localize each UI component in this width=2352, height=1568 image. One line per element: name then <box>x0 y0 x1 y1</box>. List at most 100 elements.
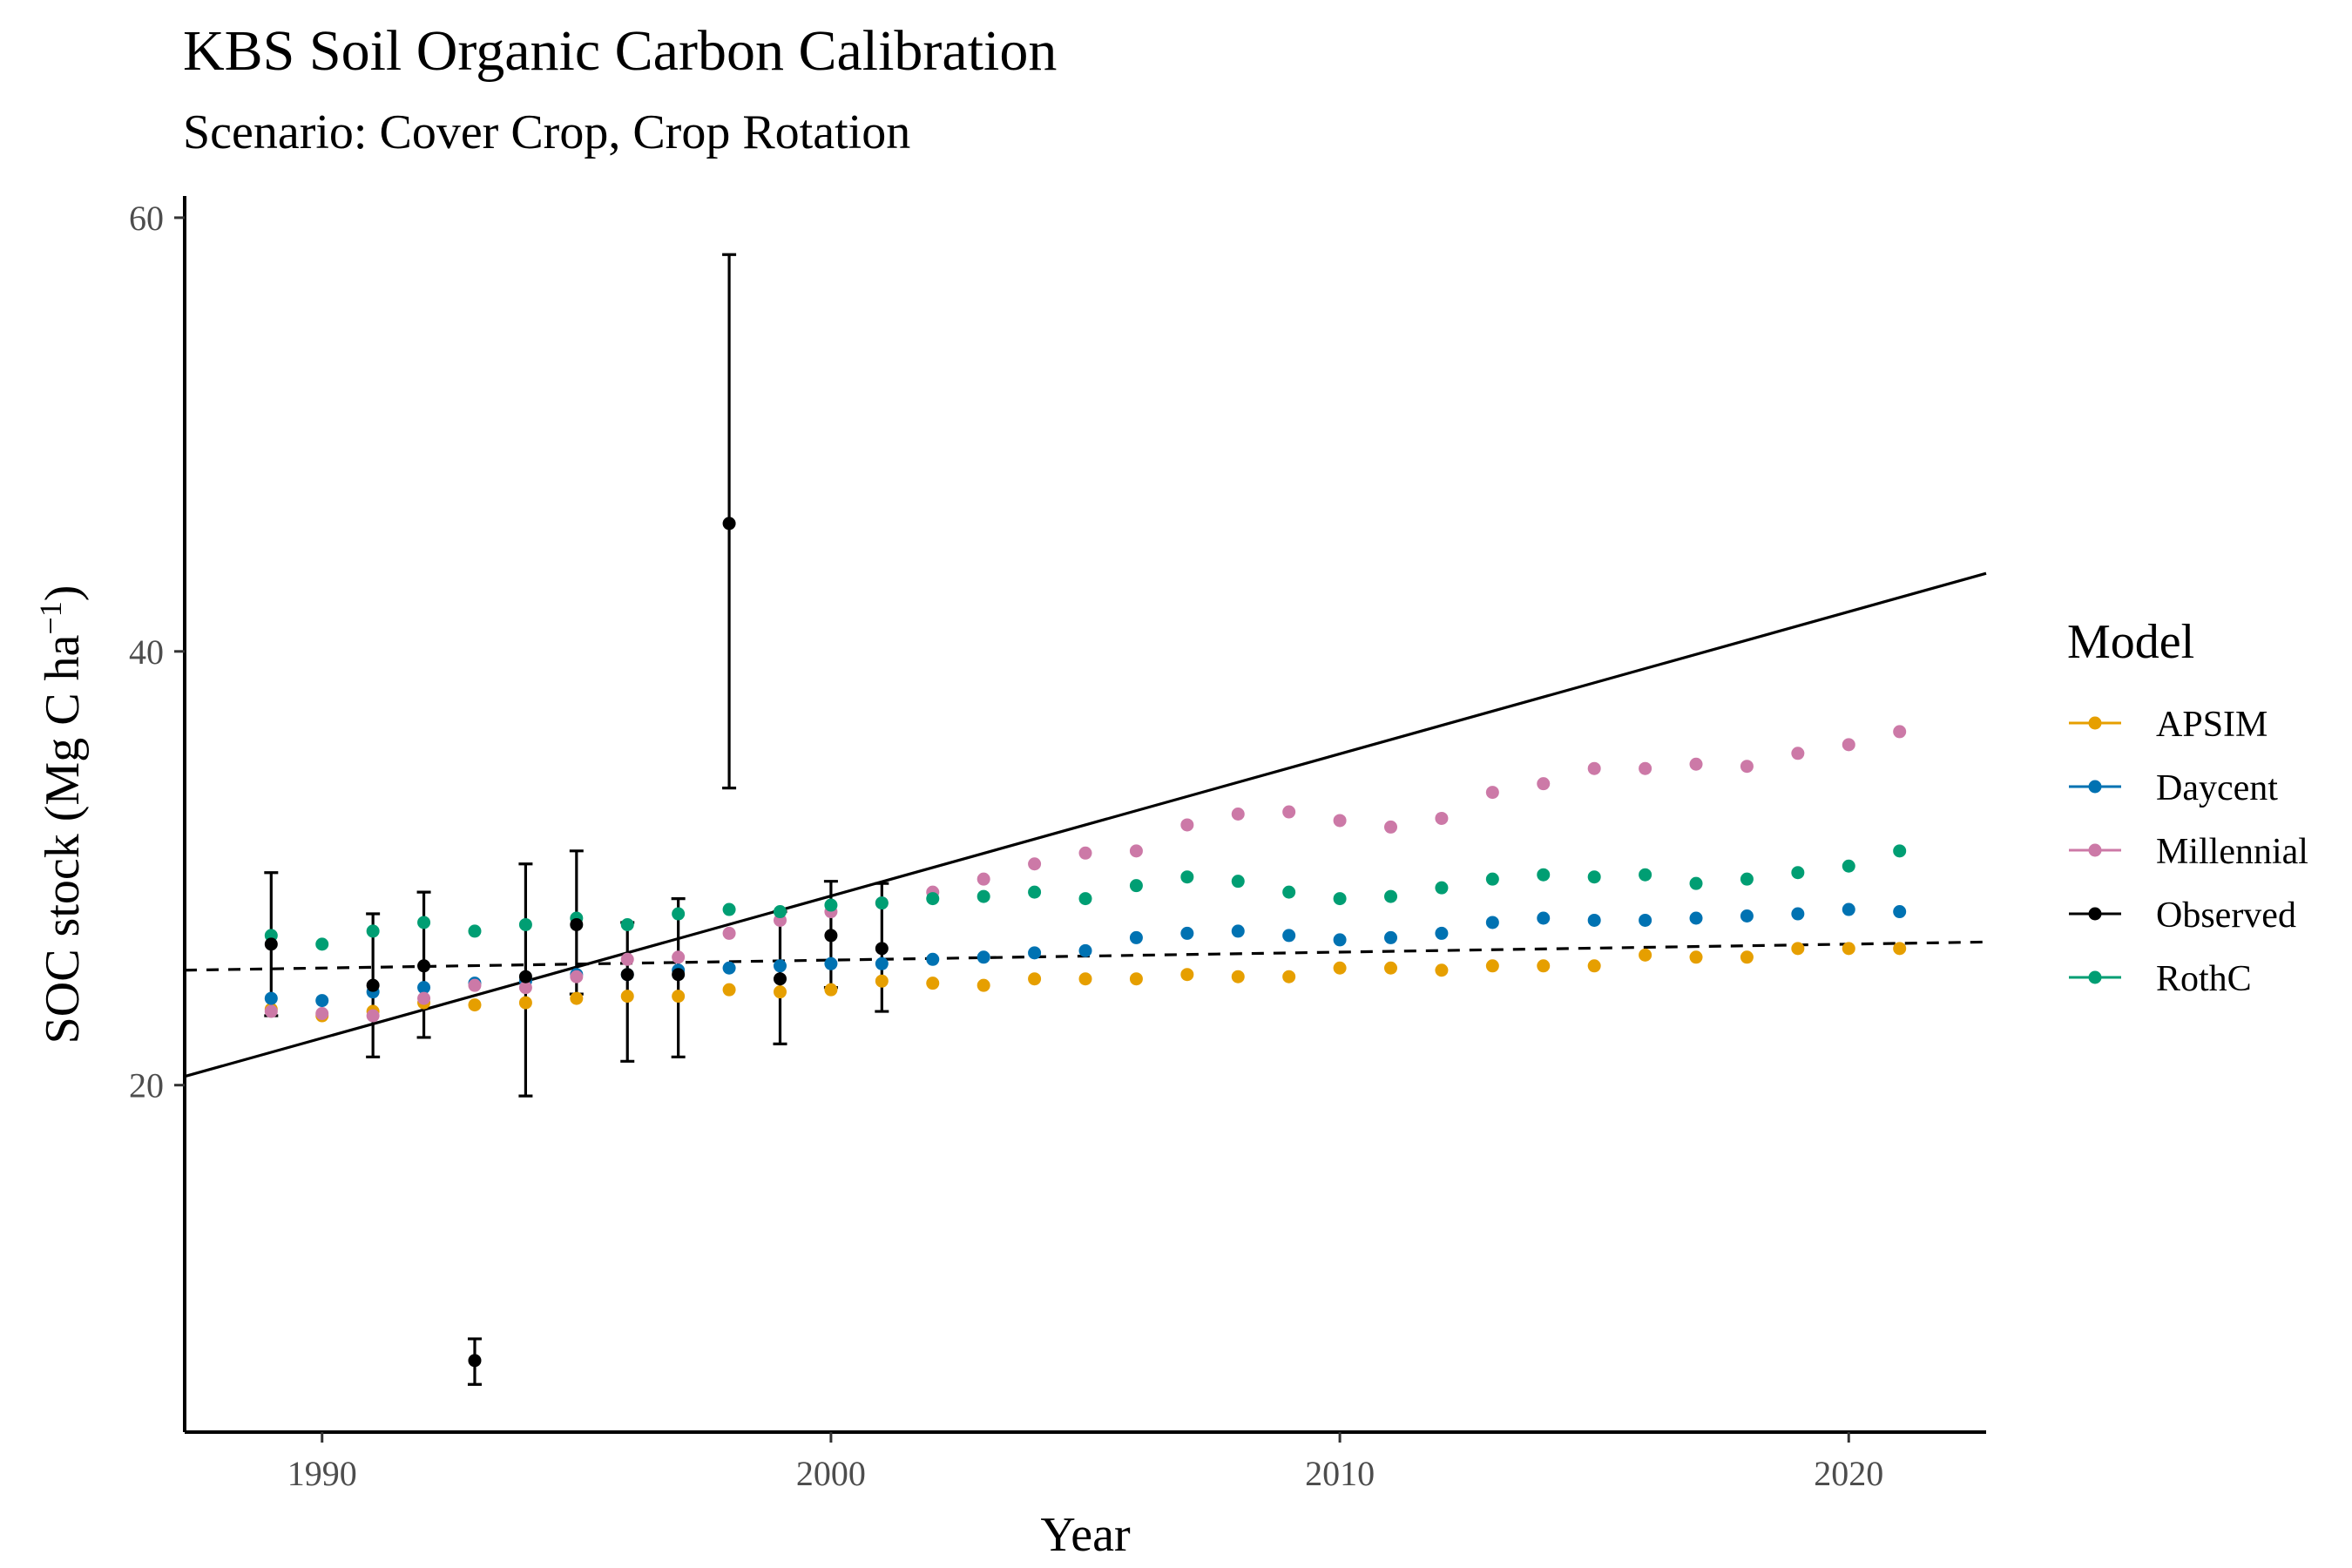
observed-point-1989 <box>264 937 278 951</box>
rothc-point-2011 <box>1384 889 1398 903</box>
millennial-point-1991 <box>366 1009 380 1023</box>
daycent-point-2004 <box>1028 946 1042 960</box>
millennial-point-2005 <box>1078 846 1092 860</box>
apsim-point-2015 <box>1587 959 1601 973</box>
rothc-point-2004 <box>1028 885 1042 899</box>
daycent-point-2006 <box>1129 930 1143 944</box>
rothc-point-2020 <box>1842 859 1855 873</box>
apsim-point-1994 <box>518 996 532 1010</box>
apsim-point-2017 <box>1689 950 1703 964</box>
rothc-point-1993 <box>468 924 482 938</box>
x-axis-title: Year <box>1040 1508 1131 1562</box>
apsim-point-2018 <box>1740 950 1754 964</box>
plot-panel <box>184 253 1987 1386</box>
millennial-point-1990 <box>315 1007 329 1021</box>
rothc-point-1994 <box>518 917 532 931</box>
millennial-point-2003 <box>977 872 990 886</box>
daycent-point-2013 <box>1485 916 1499 929</box>
daycent-point-2007 <box>1180 926 1194 940</box>
daycent-point-2016 <box>1639 913 1652 927</box>
rothc-point-2006 <box>1129 879 1143 893</box>
legend-label-millennial: Millennial <box>2156 832 2308 872</box>
daycent-point-2018 <box>1740 909 1754 923</box>
observed-point-1999 <box>773 972 787 986</box>
daycent-point-2000 <box>824 956 838 970</box>
x-tick-label-2020: 2020 <box>1814 1454 1883 1493</box>
axes: 1990 2000 2010 2020 20 40 60 <box>129 196 1986 1493</box>
apsim-point-2005 <box>1078 972 1092 986</box>
rothc-point-2010 <box>1333 892 1347 906</box>
millennial-point-2014 <box>1537 777 1551 791</box>
millennial-point-2019 <box>1791 747 1805 760</box>
x-tick-label-1990: 1990 <box>287 1454 357 1493</box>
daycent-point-2019 <box>1791 907 1805 921</box>
millennial-point-2016 <box>1639 761 1652 775</box>
rothc-point-1997 <box>672 907 686 921</box>
millennial-point-2011 <box>1384 820 1398 834</box>
apsim-point-2000 <box>824 983 838 997</box>
solid-reference-line <box>184 571 1987 1078</box>
legend-label-rothc: RothC <box>2156 959 2252 999</box>
daycent-point-2011 <box>1384 930 1398 944</box>
y-tick-label-60: 60 <box>129 199 164 238</box>
millennial-point-2007 <box>1180 818 1194 832</box>
apsim-point-1993 <box>468 998 482 1012</box>
millennial-point-1993 <box>468 978 482 992</box>
apsim-point-1995 <box>570 991 584 1005</box>
rothc-point-2017 <box>1689 876 1703 890</box>
daycent-point-2015 <box>1587 913 1601 927</box>
observed-point-1994 <box>518 970 532 983</box>
legend-title: Model <box>2067 615 2194 669</box>
legend-label-observed: Observed <box>2156 896 2296 936</box>
millennial-point-1994 <box>518 981 532 995</box>
legend-key-point-daycent <box>2088 780 2102 794</box>
daycent-point-2003 <box>977 950 990 964</box>
millennial-point-1996 <box>620 952 634 966</box>
rothc-point-2021 <box>1893 844 1907 858</box>
x-tick-label-2010: 2010 <box>1305 1454 1375 1493</box>
rothc-point-2001 <box>875 896 889 910</box>
daycent-point-1992 <box>417 981 431 995</box>
rothc-point-2009 <box>1282 885 1296 899</box>
apsim-point-2010 <box>1333 961 1347 975</box>
apsim-point-2020 <box>1842 942 1855 956</box>
apsim-point-1999 <box>773 985 787 999</box>
daycent-point-2012 <box>1435 926 1449 940</box>
legend-key-point-observed <box>2088 907 2102 921</box>
y-axis-title-main: SOC stock (Mg C ha <box>36 634 90 1044</box>
apsim-point-2002 <box>926 977 940 990</box>
reference-lines <box>184 571 1987 1078</box>
rothc-point-2012 <box>1435 881 1449 895</box>
chart-title: KBS Soil Organic Carbon Calibration <box>183 19 1057 83</box>
millennial-point-1995 <box>570 970 584 983</box>
daycent-point-2020 <box>1842 902 1855 916</box>
rothc-point-1996 <box>620 917 634 931</box>
data-points <box>264 517 1907 1368</box>
rothc-point-1990 <box>315 937 329 951</box>
apsim-point-2021 <box>1893 942 1907 956</box>
rothc-point-2002 <box>926 892 940 906</box>
daycent-point-2021 <box>1893 905 1907 919</box>
legend-key-point-millennial <box>2088 843 2102 857</box>
rothc-point-2000 <box>824 898 838 912</box>
rothc-point-2014 <box>1537 868 1551 882</box>
rothc-point-1998 <box>722 902 736 916</box>
y-tick-label-20: 20 <box>129 1066 164 1105</box>
millennial-point-2013 <box>1485 786 1499 800</box>
apsim-point-2013 <box>1485 959 1499 973</box>
rothc-point-2013 <box>1485 872 1499 886</box>
rothc-point-1992 <box>417 916 431 929</box>
millennial-point-2010 <box>1333 814 1347 828</box>
millennial-point-2020 <box>1842 738 1855 752</box>
rothc-point-2019 <box>1791 866 1805 880</box>
apsim-point-2019 <box>1791 942 1805 956</box>
apsim-point-2012 <box>1435 963 1449 977</box>
rothc-point-2018 <box>1740 872 1754 886</box>
millennial-point-2018 <box>1740 760 1754 774</box>
daycent-point-1998 <box>722 961 736 975</box>
daycent-point-2017 <box>1689 911 1703 925</box>
millennial-point-1997 <box>672 950 686 964</box>
millennial-point-2006 <box>1129 844 1143 858</box>
rothc-point-2005 <box>1078 892 1092 906</box>
